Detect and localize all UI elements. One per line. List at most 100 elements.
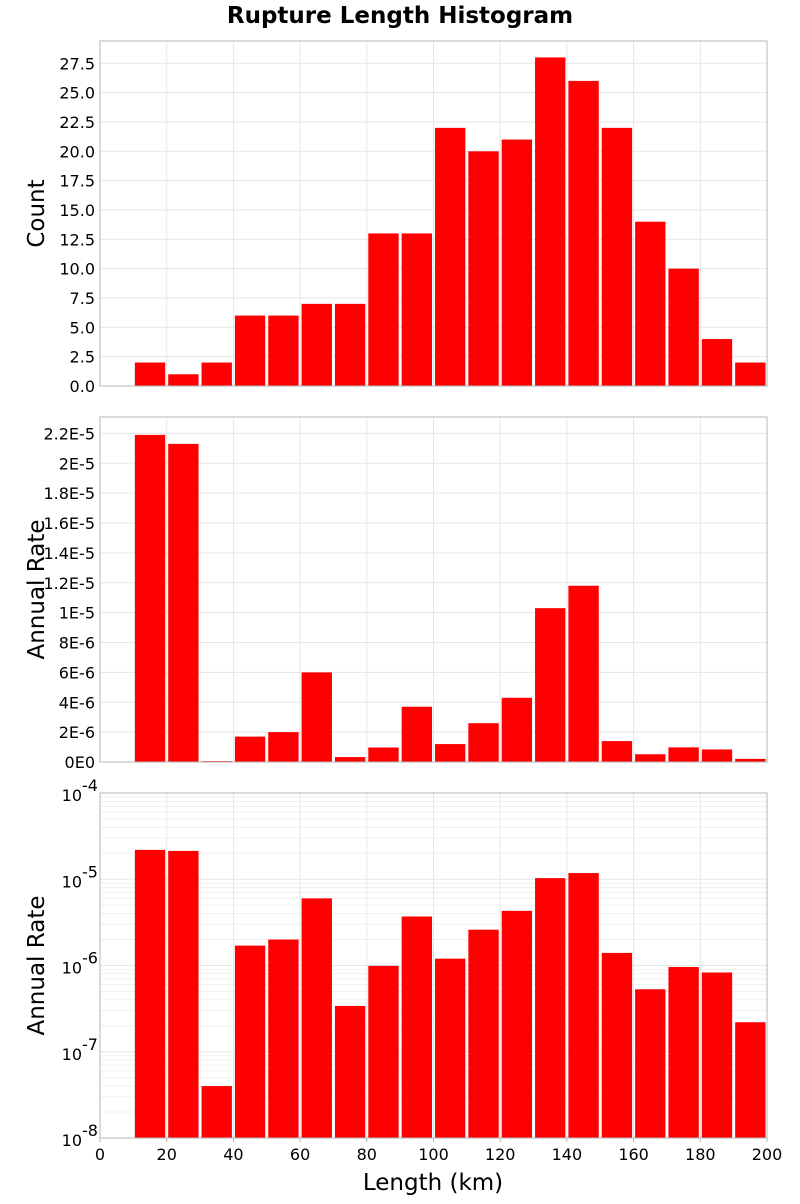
y-tick-label: 12.5 bbox=[59, 230, 95, 249]
y-tick-exponent: -7 bbox=[82, 1035, 98, 1054]
bar-2-18 bbox=[701, 749, 733, 762]
bar-2-14 bbox=[568, 585, 599, 762]
bar-2-1 bbox=[134, 434, 166, 762]
y-axis-label: Count bbox=[24, 179, 50, 247]
bar-3-14 bbox=[568, 873, 599, 1138]
bar-3-11 bbox=[468, 929, 499, 1138]
bar-1-17 bbox=[668, 268, 699, 386]
bar-3-13 bbox=[535, 878, 566, 1138]
y-tick-label: 1.2E-5 bbox=[43, 574, 95, 593]
bar-2-17 bbox=[668, 747, 699, 762]
bar-1-14 bbox=[568, 80, 599, 387]
y-tick-label: 10 bbox=[62, 1045, 82, 1064]
bar-3-6 bbox=[301, 898, 332, 1138]
bar-3-18 bbox=[701, 972, 733, 1138]
bar-3-4 bbox=[234, 945, 266, 1138]
y-tick-label: 1.4E-5 bbox=[43, 544, 95, 563]
y-tick-label: 15.0 bbox=[59, 201, 95, 220]
y-tick-label: 10.0 bbox=[59, 260, 95, 279]
x-tick-label: 0 bbox=[95, 1145, 105, 1164]
bar-3-1 bbox=[134, 849, 166, 1138]
bar-3-9 bbox=[401, 916, 432, 1138]
bar-3-12 bbox=[501, 910, 533, 1138]
x-tick-label: 120 bbox=[485, 1145, 516, 1164]
bar-3-2 bbox=[168, 850, 199, 1138]
bar-1-12 bbox=[501, 139, 533, 386]
bar-2-5 bbox=[268, 732, 299, 762]
y-tick-exponent: -4 bbox=[82, 776, 98, 795]
bar-2-13 bbox=[535, 608, 566, 762]
y-axis-label: Annual Rate bbox=[24, 896, 50, 1036]
x-tick-label: 20 bbox=[157, 1145, 177, 1164]
bar-1-2 bbox=[168, 374, 199, 386]
bar-1-10 bbox=[435, 127, 466, 386]
y-tick-label: 2.2E-5 bbox=[43, 424, 95, 443]
bar-3-17 bbox=[668, 967, 699, 1138]
x-tick-label: 80 bbox=[357, 1145, 377, 1164]
x-tick-label: 140 bbox=[552, 1145, 583, 1164]
bar-1-19 bbox=[735, 362, 766, 386]
y-tick-label: 10 bbox=[62, 872, 82, 891]
bar-1-5 bbox=[268, 315, 299, 386]
y-tick-label: 1.8E-5 bbox=[43, 484, 95, 503]
y-tick-label: 6E-6 bbox=[59, 663, 95, 682]
x-axis-label: Length (km) bbox=[363, 1170, 503, 1196]
y-tick-label: 2.5 bbox=[70, 348, 95, 367]
bar-3-15 bbox=[601, 952, 633, 1138]
bar-2-8 bbox=[368, 747, 399, 762]
bar-2-10 bbox=[435, 744, 466, 762]
y-tick-label: 5.0 bbox=[70, 318, 95, 337]
bar-2-19 bbox=[735, 758, 766, 762]
bar-2-9 bbox=[401, 706, 432, 762]
bar-3-8 bbox=[368, 965, 399, 1138]
x-tick-label: 180 bbox=[685, 1145, 716, 1164]
y-tick-label: 2E-6 bbox=[59, 723, 95, 742]
y-tick-label: 1.6E-5 bbox=[43, 514, 95, 533]
bar-2-12 bbox=[501, 697, 533, 762]
bar-1-16 bbox=[635, 221, 666, 386]
bar-1-18 bbox=[701, 339, 733, 386]
plot-frame bbox=[99, 416, 768, 763]
bar-3-19 bbox=[735, 1022, 766, 1138]
bar-1-7 bbox=[334, 303, 366, 386]
plot-frame bbox=[99, 40, 768, 387]
bar-2-2 bbox=[168, 443, 199, 762]
bar-1-3 bbox=[201, 362, 232, 386]
x-tick-label: 200 bbox=[752, 1145, 783, 1164]
y-tick-label: 10 bbox=[62, 786, 82, 805]
y-tick-exponent: -8 bbox=[82, 1121, 98, 1140]
y-tick-label: 7.5 bbox=[70, 289, 95, 308]
y-tick-label: 0.0 bbox=[70, 377, 95, 396]
y-tick-label: 2E-5 bbox=[59, 454, 95, 473]
bar-2-7 bbox=[334, 757, 366, 762]
y-tick-label: 1E-5 bbox=[59, 604, 95, 623]
y-tick-label: 27.5 bbox=[59, 54, 95, 73]
panels-layer: 0.0 2.5 5.0 7.5 10.0 12.5 15.0 17.5 20.0 22.5 25.0… bbox=[24, 40, 768, 1150]
y-tick-label: 20.0 bbox=[59, 142, 95, 161]
panel-1: 0.0 2.5 5.0 7.5 10.0 12.5 15.0 17.5 20.0 22.5 25.0… bbox=[24, 40, 768, 396]
bar-3-7 bbox=[334, 1005, 366, 1138]
bar-2-6 bbox=[301, 672, 332, 762]
bar-3-16 bbox=[635, 989, 666, 1138]
panel-2: 0E0 2E-6 4E-6 6E-6 8E-6 1E-5 1.2E-5 1.4E-5 1.6E-… bbox=[24, 416, 768, 772]
y-tick-label: 8E-6 bbox=[59, 634, 95, 653]
y-tick-label: 10 bbox=[62, 1131, 82, 1150]
bar-1-4 bbox=[234, 315, 266, 386]
bar-1-15 bbox=[601, 127, 633, 386]
bar-1-9 bbox=[401, 233, 432, 386]
x-tick-label: 60 bbox=[290, 1145, 310, 1164]
y-tick-label: 17.5 bbox=[59, 172, 95, 191]
bar-1-13 bbox=[535, 57, 566, 387]
bar-1-6 bbox=[301, 303, 332, 386]
bar-3-10 bbox=[435, 958, 466, 1138]
y-tick-label: 25.0 bbox=[59, 84, 95, 103]
x-tick-label: 40 bbox=[223, 1145, 243, 1164]
y-axis-label: Annual Rate bbox=[24, 520, 50, 660]
bar-2-4 bbox=[234, 736, 266, 762]
y-tick-label: 10 bbox=[62, 959, 82, 978]
y-tick-exponent: -6 bbox=[82, 949, 98, 968]
bar-2-15 bbox=[601, 741, 633, 762]
